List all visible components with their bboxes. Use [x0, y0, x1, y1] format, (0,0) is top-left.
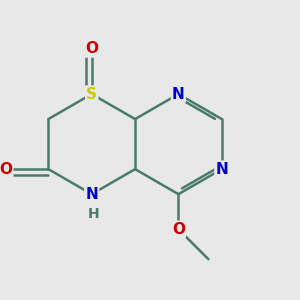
Text: H: H [87, 207, 99, 221]
Text: O: O [172, 222, 185, 237]
Text: S: S [86, 86, 97, 101]
Text: N: N [85, 187, 98, 202]
Text: N: N [172, 86, 185, 101]
Text: O: O [85, 41, 98, 56]
Text: O: O [0, 162, 12, 177]
Text: N: N [215, 162, 228, 177]
